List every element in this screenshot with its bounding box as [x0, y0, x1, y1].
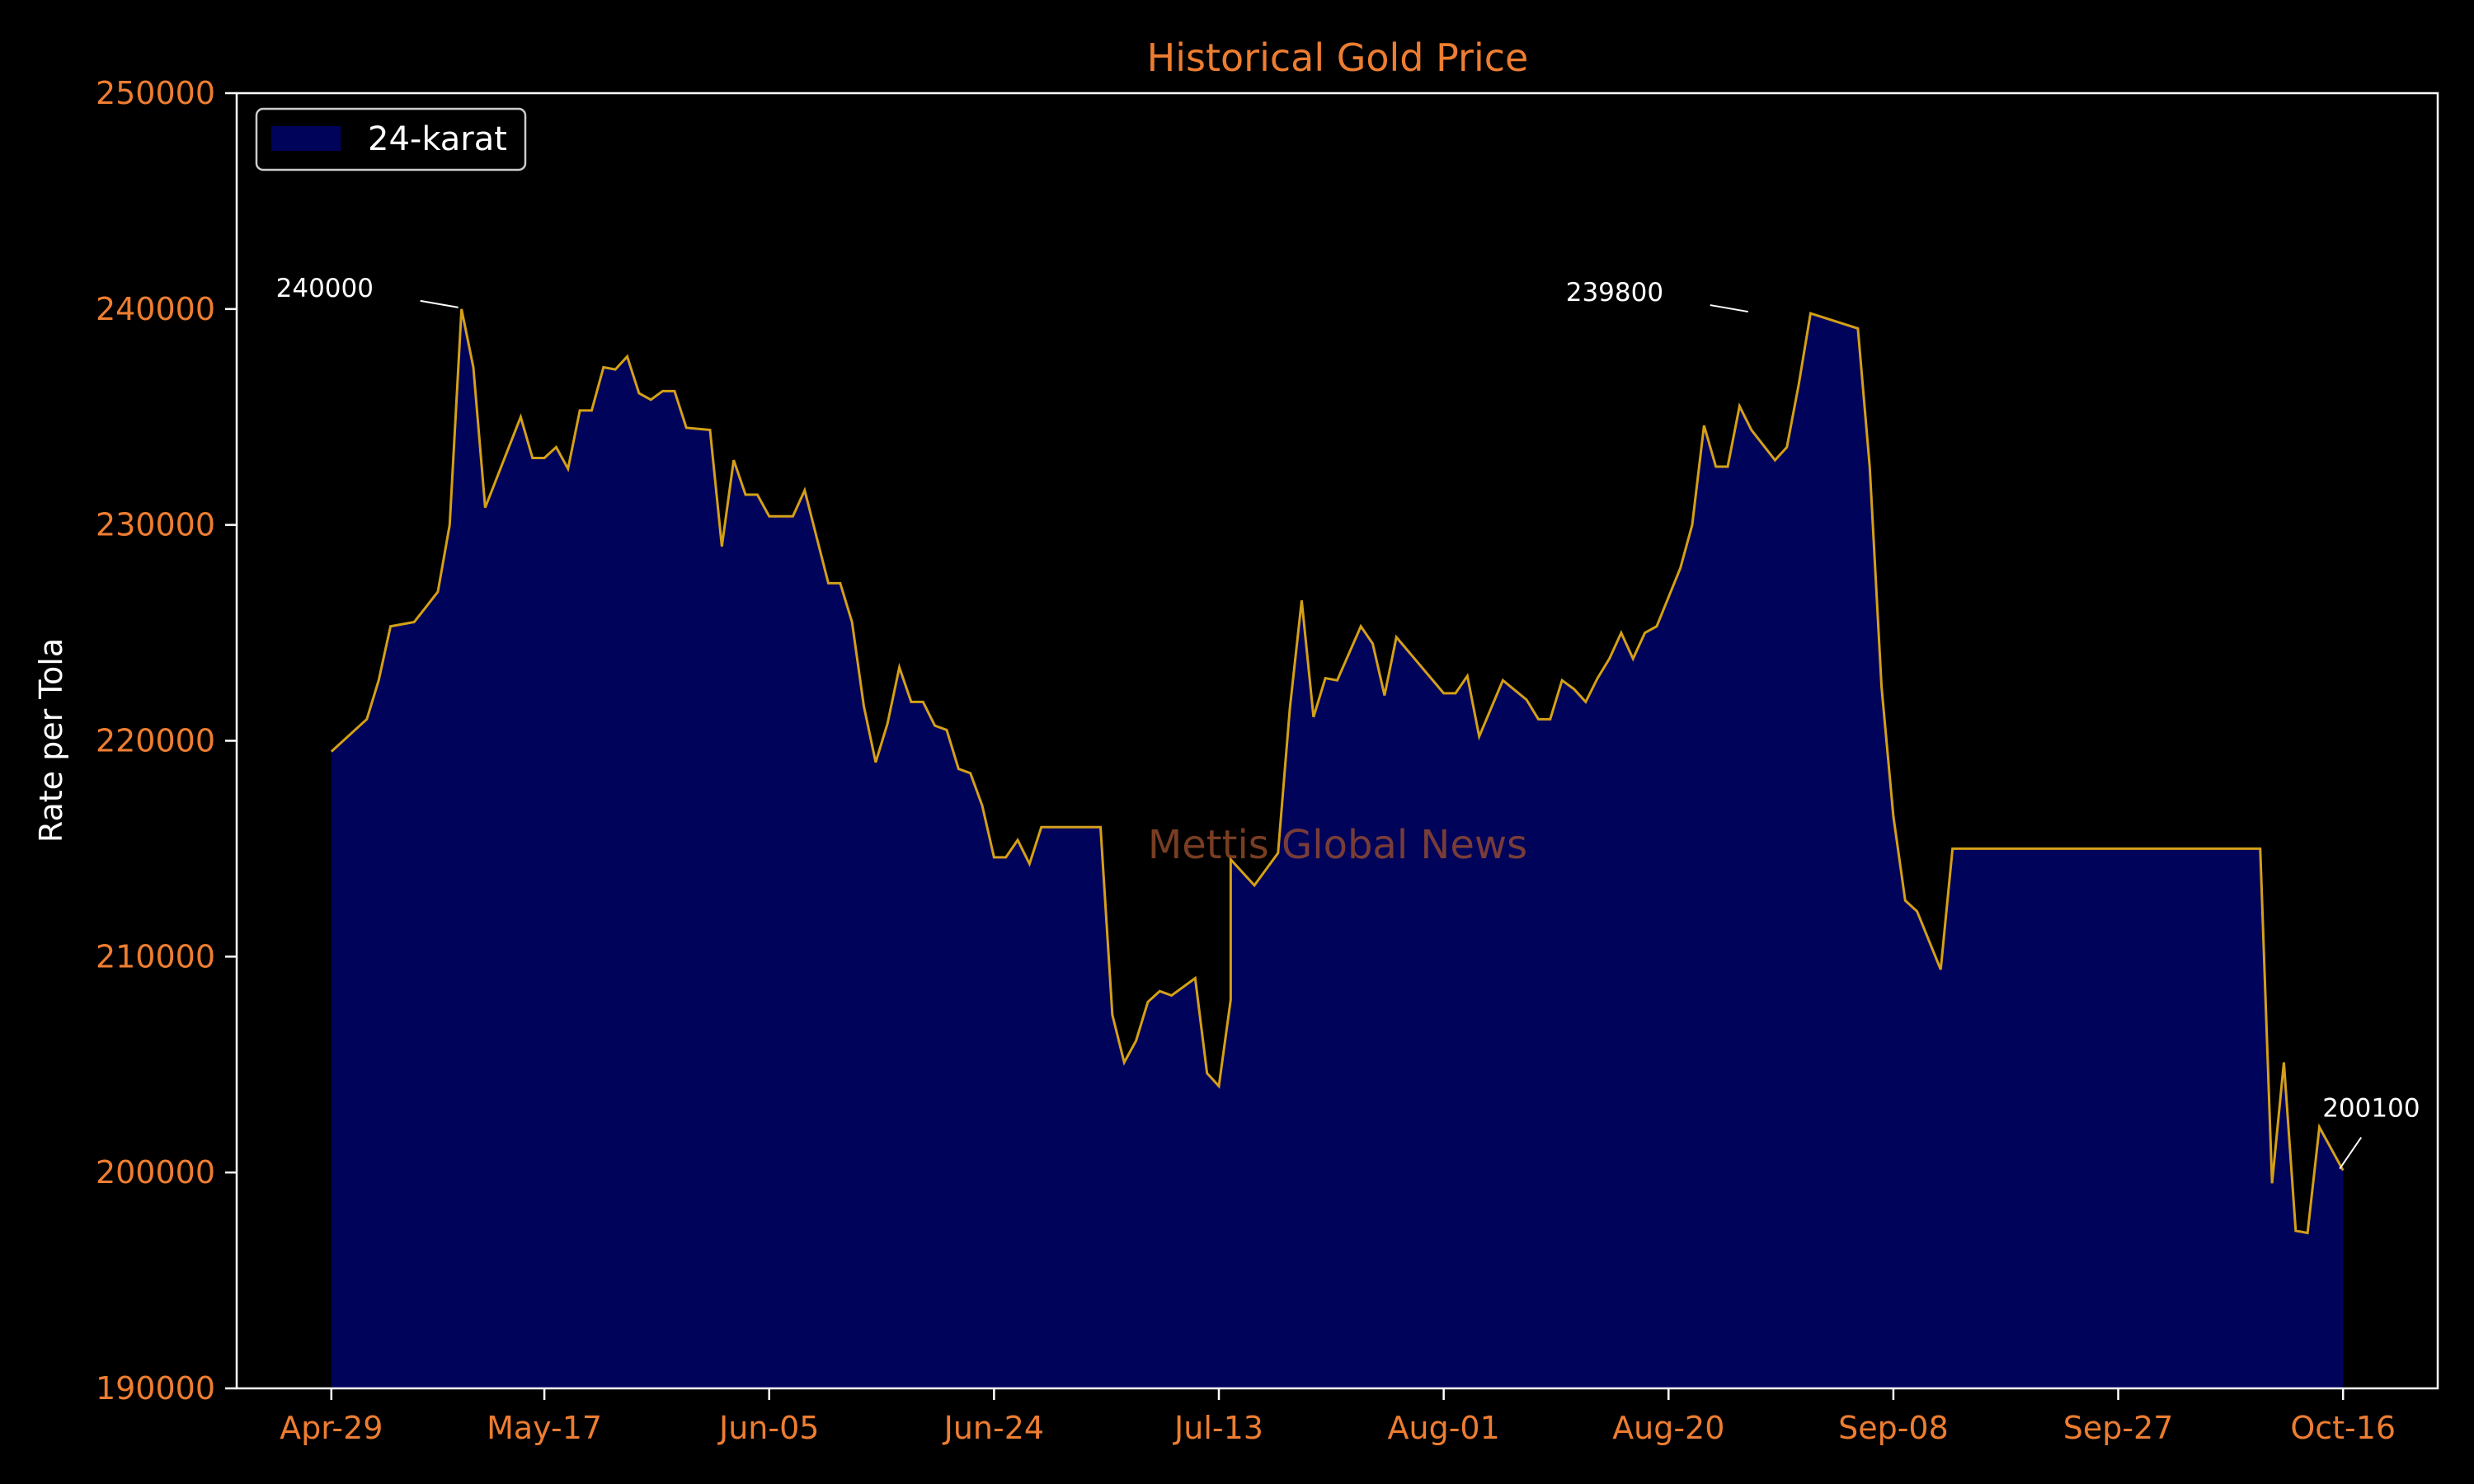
x-tick-label: Jun-24: [943, 1410, 1044, 1446]
annotation-leader: [1710, 304, 1748, 313]
annotation-leader: [2339, 1136, 2363, 1170]
y-tick-label: 200000: [96, 1154, 215, 1190]
price-line: [330, 308, 2345, 1235]
legend: 24-karat: [255, 107, 527, 171]
annotation-label: 200100: [2322, 1094, 2420, 1124]
chart-title: Historical Gold Price: [1147, 35, 1529, 80]
legend-swatch: [271, 126, 341, 151]
watermark: Mettis Global News: [1148, 822, 1527, 868]
x-tick-label: Aug-01: [1388, 1410, 1500, 1446]
x-tick-label: May-17: [487, 1410, 602, 1446]
legend-label: 24-karat: [368, 120, 507, 158]
price-area-fill: [331, 308, 2344, 1389]
x-tick-label: Apr-29: [280, 1410, 383, 1446]
y-tick-label: 250000: [96, 75, 215, 111]
annotation-label: 239800: [1566, 278, 1663, 308]
annotations: 240000 239800 200100: [276, 274, 2420, 1170]
y-tick-label: 190000: [96, 1370, 215, 1407]
x-tick-label: Aug-20: [1612, 1410, 1724, 1446]
y-tick-label: 240000: [96, 291, 215, 327]
x-tick-label: Sep-08: [1838, 1410, 1949, 1446]
x-axis-ticks: Apr-29 May-17 Jun-05 Jun-24 Jul-13 Aug-01 Aug-…: [280, 1388, 2396, 1446]
y-axis-label: Rate per Tola: [33, 638, 69, 843]
x-tick-label: Sep-27: [2063, 1410, 2174, 1446]
series-layer: [330, 308, 2345, 1389]
y-tick-label: 220000: [96, 723, 215, 759]
x-tick-label: Jul-13: [1173, 1410, 1263, 1446]
legend-box: [255, 107, 527, 171]
y-axis-ticks: 190000 200000 210000 220000 230000 240000 2500…: [96, 75, 237, 1407]
annotation-label: 240000: [276, 274, 374, 303]
y-tick-label: 230000: [96, 507, 215, 543]
y-tick-label: 210000: [96, 938, 215, 974]
annotation-leader: [420, 299, 459, 308]
x-tick-label: Jun-05: [717, 1410, 819, 1446]
x-tick-label: Oct-16: [2290, 1410, 2396, 1446]
